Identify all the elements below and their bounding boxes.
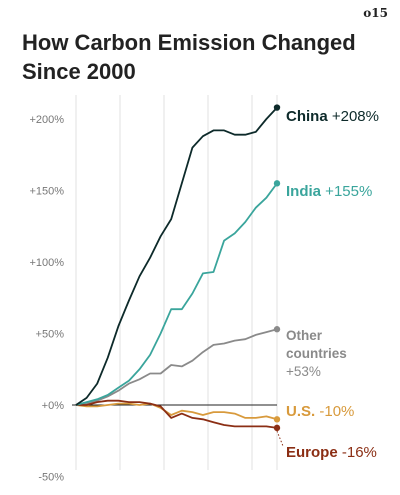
europe-label-value: -16% [338, 444, 377, 461]
india-label-name: India [286, 183, 322, 200]
y-tick-label: +200% [29, 114, 64, 126]
y-tick-label: -50% [38, 472, 64, 484]
india-label-value: +155% [321, 183, 372, 200]
other-countries-label-line-1: countries [286, 346, 347, 361]
other-countries-end-dot [273, 326, 281, 333]
china-label-name: China [286, 108, 328, 125]
europe-leader-line [276, 430, 284, 447]
series-lines [75, 106, 278, 429]
other-countries-line [75, 328, 278, 406]
other-countries-label-line-0: Other [286, 328, 323, 343]
series-labels: China +208% India +155% U.S. -10% Europe -1… [276, 108, 379, 461]
china-label: China +208% [286, 108, 379, 125]
corner-tag: o15 [363, 6, 388, 20]
us-label-name: U.S. [286, 403, 315, 420]
china-label-value: +208% [328, 108, 379, 125]
europe-line [76, 399, 278, 429]
europe-label: Europe -16% [286, 444, 377, 461]
y-tick-label: +100% [29, 257, 64, 269]
india-label: India +155% [286, 183, 372, 200]
india-line [75, 182, 278, 406]
series-end-markers [273, 104, 281, 432]
other-countries-label-line-2: +53% [286, 364, 321, 379]
y-tick-label: +150% [29, 186, 64, 198]
china-end-dot [273, 104, 281, 111]
india-end-dot [273, 180, 281, 187]
u-s-line [75, 402, 278, 421]
y-axis-ticks: +200% +150% +100% +50% +0% -50% [29, 114, 64, 484]
y-tick-label: +0% [42, 400, 65, 412]
china-line [75, 106, 278, 406]
vertical-gridlines [75, 95, 278, 470]
us-label-value: -10% [315, 403, 354, 420]
chart-title: How Carbon Emission Changed Since 2000 [22, 30, 356, 84]
europe-label-name: Europe [286, 444, 338, 461]
u-s-end-dot [273, 416, 281, 423]
europe-end-dot [273, 424, 281, 432]
y-tick-label: +50% [36, 329, 65, 341]
us-label: U.S. -10% [286, 403, 354, 420]
